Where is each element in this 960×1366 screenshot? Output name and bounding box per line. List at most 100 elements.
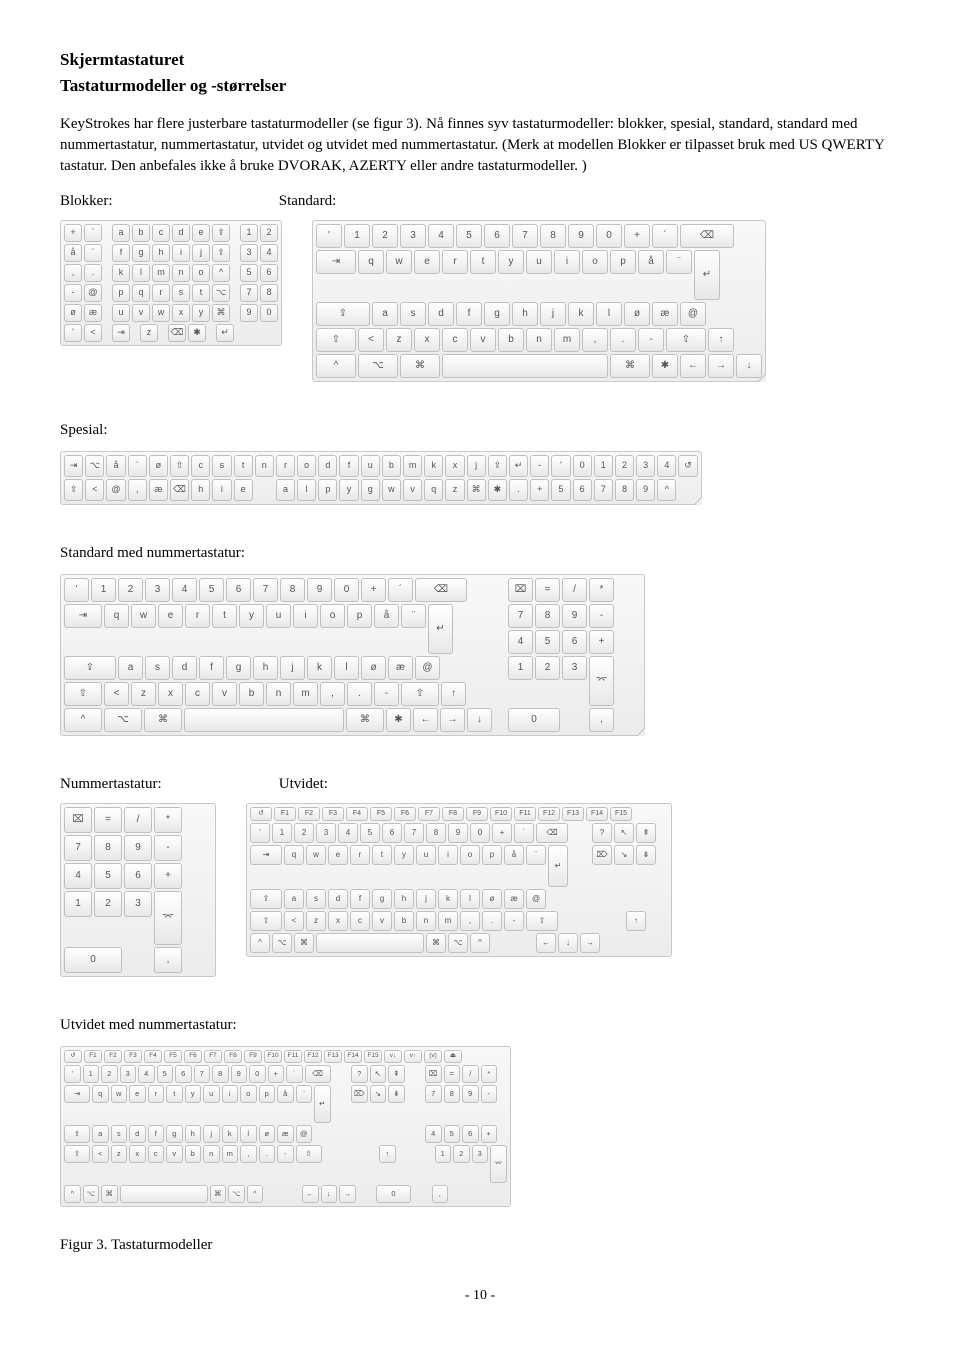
key: F14 (586, 807, 608, 821)
key: ¨ (401, 604, 426, 628)
key: F7 (204, 1050, 222, 1063)
key: y (185, 1085, 202, 1103)
key: ⌤ (589, 656, 614, 706)
key: k (112, 264, 130, 282)
key: 3 (636, 455, 655, 477)
key: e (158, 604, 183, 628)
key: + (64, 224, 82, 242)
keyboard-standard: '1234567890+´⌫⇥qwertyuiopå¨↵⇪asdfghjkløæ… (312, 220, 766, 382)
key: z (131, 682, 156, 706)
key: ↵ (216, 324, 234, 342)
key: F8 (442, 807, 464, 821)
key: , (589, 708, 614, 732)
key: ↑ (626, 911, 646, 931)
key: 9 (448, 823, 468, 843)
key: 5 (360, 823, 380, 843)
key: i (438, 845, 458, 865)
key: . (259, 1145, 276, 1163)
key: , (460, 911, 480, 931)
key: l (334, 656, 359, 680)
key: 4 (425, 1125, 442, 1143)
key: ? (351, 1065, 368, 1083)
key: - (504, 911, 524, 931)
key: æ (652, 302, 678, 326)
key: ' (64, 1065, 81, 1083)
key: v (212, 682, 237, 706)
row-blokker-standard-labels: Blokker: Standard: (60, 191, 900, 212)
key: ↵ (509, 455, 528, 477)
key: c (350, 911, 370, 931)
key: f (350, 889, 370, 909)
key: . (482, 911, 502, 931)
key: 8 (280, 578, 305, 602)
key: 1 (91, 578, 116, 602)
key: k (307, 656, 332, 680)
key: ' (64, 578, 89, 602)
key: - (154, 835, 182, 861)
key: u (416, 845, 436, 865)
key: - (277, 1145, 294, 1163)
key: ⇟ (636, 845, 656, 865)
key: k (568, 302, 594, 326)
key: m (222, 1145, 239, 1163)
key: d (172, 656, 197, 680)
key: m (554, 328, 580, 352)
figure-caption: Figur 3. Tastaturmodeller (60, 1235, 900, 1256)
key: 7 (64, 835, 92, 861)
key: b (394, 911, 414, 931)
key: ⇪ (64, 479, 83, 501)
key: 7 (240, 284, 258, 302)
key: ¨ (84, 244, 102, 262)
key: q (424, 479, 443, 501)
key: F6 (184, 1050, 202, 1063)
key: ⇥ (64, 455, 83, 477)
key: ↘ (614, 845, 634, 865)
page-title: Skjermtastaturet (60, 48, 900, 72)
key: j (540, 302, 566, 326)
key: a (276, 479, 295, 501)
key: 6 (226, 578, 251, 602)
key: z (445, 479, 464, 501)
key: ⇥ (316, 250, 356, 274)
key: i (212, 479, 231, 501)
key: o (297, 455, 316, 477)
key: ← (413, 708, 438, 732)
key: j (280, 656, 305, 680)
key: 7 (508, 604, 533, 628)
key: å (277, 1085, 294, 1103)
key: ø (361, 656, 386, 680)
key: å (106, 455, 125, 477)
key: ⌤ (154, 891, 182, 945)
key: 2 (94, 891, 122, 917)
key: = (535, 578, 560, 602)
key: 1 (344, 224, 370, 248)
key: p (318, 479, 337, 501)
key: ⌫ (168, 324, 186, 342)
key: 5 (444, 1125, 461, 1143)
key: o (460, 845, 480, 865)
key: < (284, 911, 304, 931)
key: ø (624, 302, 650, 326)
key: 0 (334, 578, 359, 602)
key: - (530, 455, 549, 477)
key: w (111, 1085, 128, 1103)
key: ✱ (188, 324, 206, 342)
key: 6 (573, 479, 592, 501)
key: a (92, 1125, 109, 1143)
label-utvnum: Utvidet med nummertastatur: (60, 1015, 900, 1036)
key: f (199, 656, 224, 680)
key: F6 (394, 807, 416, 821)
key: 4 (657, 455, 676, 477)
key: u (361, 455, 380, 477)
key: d (328, 889, 348, 909)
key: a (118, 656, 143, 680)
key: ↑ (708, 328, 734, 352)
key: d (318, 455, 337, 477)
key: ⇧ (64, 682, 102, 706)
key: 5 (240, 264, 258, 282)
key: l (596, 302, 622, 326)
key: 3 (562, 656, 587, 680)
key: å (504, 845, 524, 865)
key: @ (526, 889, 546, 909)
label-stdnum: Standard med nummertastatur: (60, 543, 900, 564)
